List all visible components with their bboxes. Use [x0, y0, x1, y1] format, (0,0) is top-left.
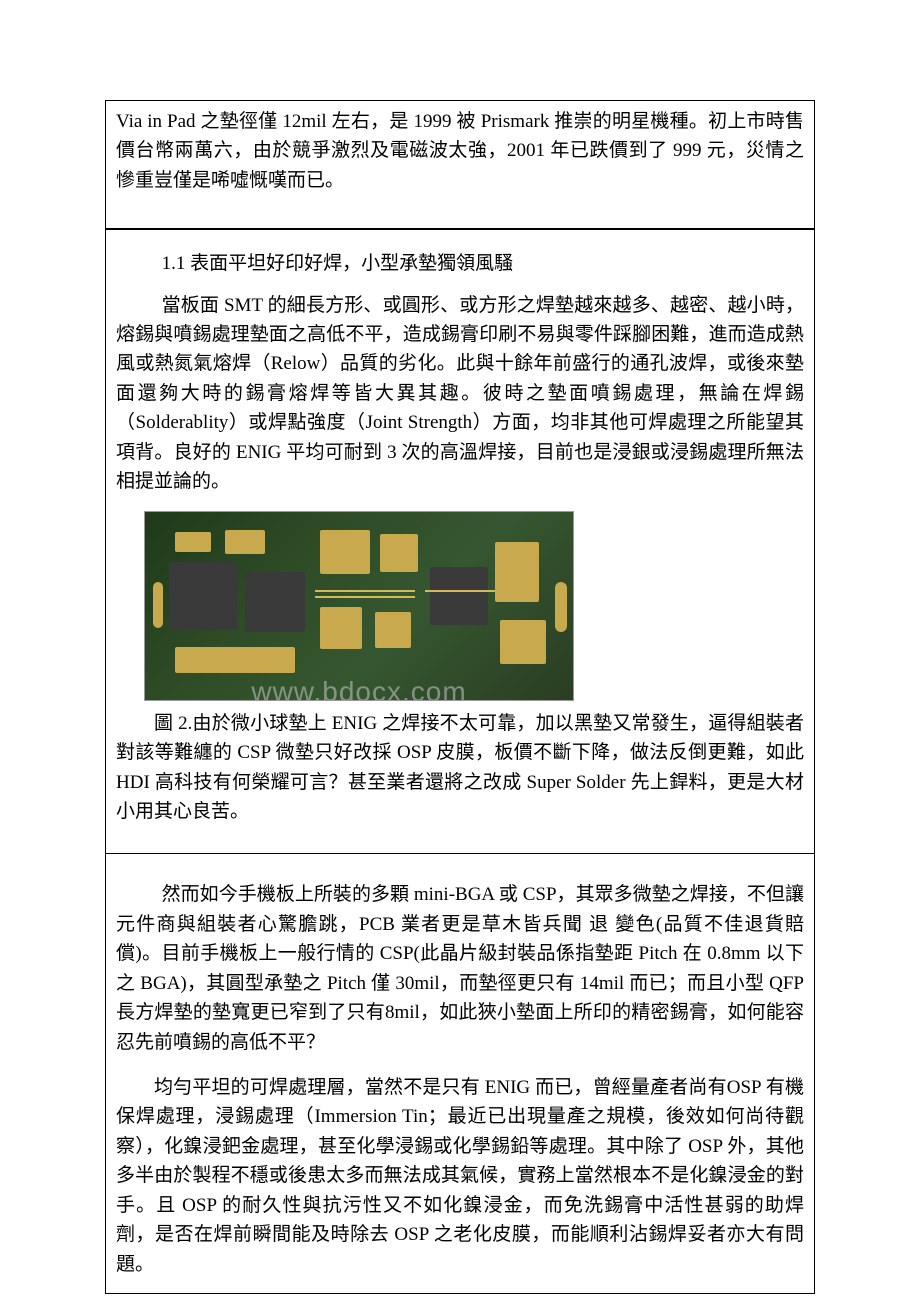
- main-section-block: 1.1 表面平坦好印好焊，小型承墊獨領風騷 當板面 SMT 的細長方形、或圓形、…: [105, 229, 815, 826]
- paragraph-2: 然而如今手機板上所裝的多顆 mini-BGA 或 CSP，其眾多微墊之焊接，不但…: [116, 880, 804, 1057]
- lower-section-block: 然而如今手機板上所裝的多顆 mini-BGA 或 CSP，其眾多微墊之焊接，不但…: [105, 854, 815, 1294]
- paragraph-3: 均勻平坦的可焊處理層，當然不是只有 ENIG 而已，曾經量產者尚有OSP 有機保…: [116, 1073, 804, 1279]
- section-heading-1-1: 1.1 表面平坦好印好焊，小型承墊獨領風騷: [116, 248, 804, 280]
- spacer-row-1: [105, 201, 815, 229]
- page-content: Via in Pad 之墊徑僅 12mil 左右，是 1999 被 Prisma…: [105, 100, 815, 1294]
- caption-2-text: 圖 2.由於微小球墊上 ENIG 之焊接不太可靠，加以黑墊又常發生，逼得組裝者對…: [116, 709, 804, 827]
- caption-box-1: Via in Pad 之墊徑僅 12mil 左右，是 1999 被 Prisma…: [105, 100, 815, 201]
- caption-1-text: Via in Pad 之墊徑僅 12mil 左右，是 1999 被 Prisma…: [116, 107, 804, 195]
- watermark-text: www.bdocx.com: [251, 676, 466, 701]
- paragraph-1: 當板面 SMT 的細長方形、或圓形、或方形之焊墊越來越多、越密、越小時，熔錫與噴…: [116, 291, 804, 497]
- figure-2-pcb-image: www.bdocx.com: [144, 511, 574, 701]
- spacer-row-2: [105, 826, 815, 854]
